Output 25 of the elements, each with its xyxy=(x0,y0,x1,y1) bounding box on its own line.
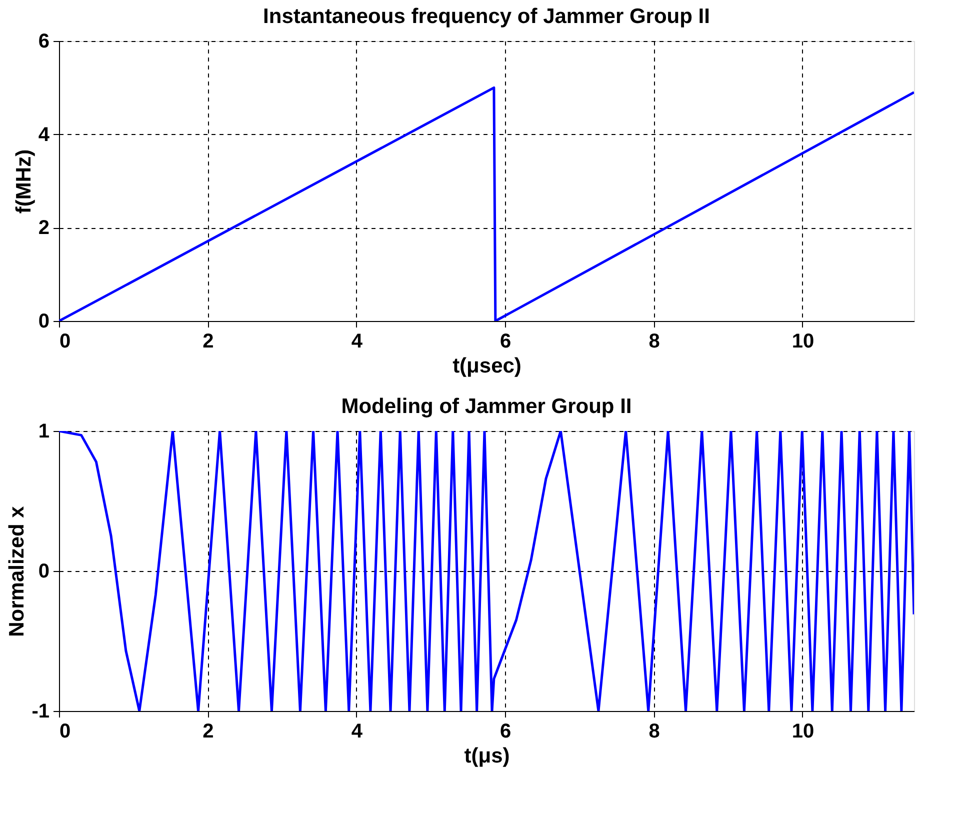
y-tick-label: 2 xyxy=(38,217,50,240)
y-tick-label: -1 xyxy=(32,700,50,722)
x-tick-label: 10 xyxy=(792,720,814,742)
y-tick-label: 0 xyxy=(38,310,50,332)
chart-title: Instantaneous frequency of Jammer Group II xyxy=(263,5,710,28)
y-axis-title: f(MHz) xyxy=(12,149,36,214)
y-tick-label: 1 xyxy=(38,420,50,442)
x-axis-title: t(μs) xyxy=(464,744,510,768)
x-tick-label: 8 xyxy=(648,330,660,352)
chart-title: Modeling of Jammer Group II xyxy=(341,395,632,418)
x-tick-label: 4 xyxy=(351,330,364,352)
x-tick-label: 4 xyxy=(351,720,364,742)
x-tick-label: 6 xyxy=(500,330,512,352)
x-tick-label: 0 xyxy=(60,330,71,352)
x-tick-label: 0 xyxy=(60,720,71,742)
x-tick-label: 10 xyxy=(792,330,814,352)
x-tick-label: 6 xyxy=(500,720,512,742)
y-tick-label: 4 xyxy=(38,124,50,146)
y-axis-title: Normalized x xyxy=(6,506,29,637)
x-axis-title: t(μsec) xyxy=(452,354,522,378)
y-tick-label: 6 xyxy=(38,30,50,52)
x-tick-label: 2 xyxy=(202,720,214,742)
x-tick-label: 8 xyxy=(648,720,660,742)
x-tick-label: 2 xyxy=(202,330,214,352)
y-tick-label: 0 xyxy=(38,560,50,582)
